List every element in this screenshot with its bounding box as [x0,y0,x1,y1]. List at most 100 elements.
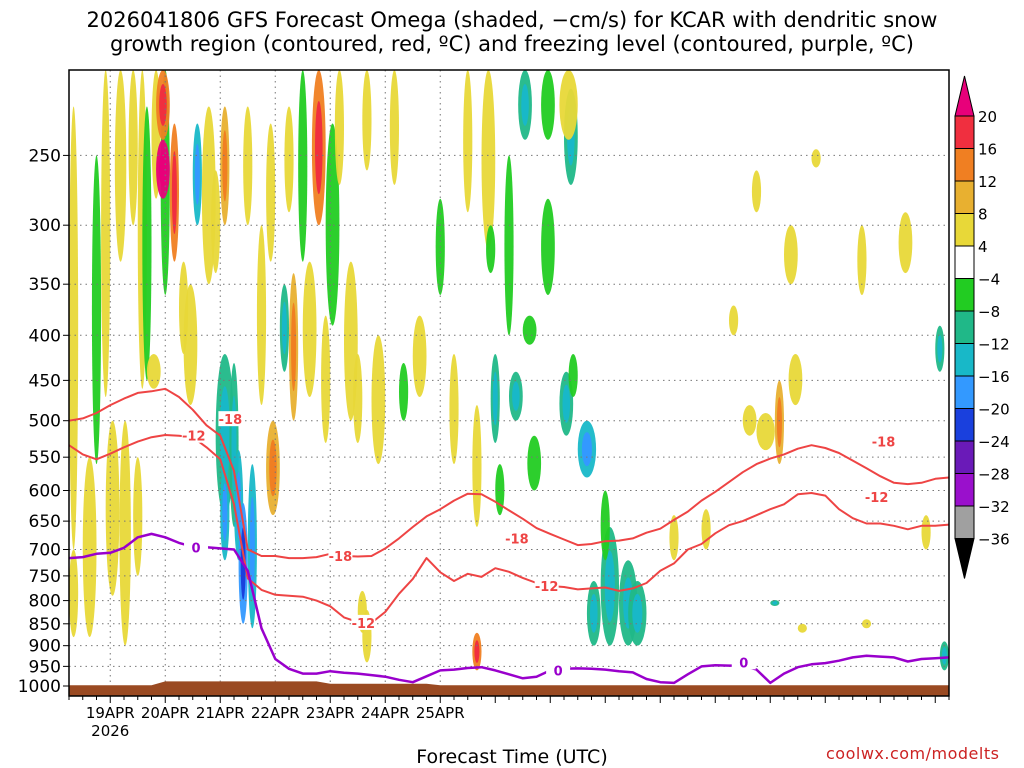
contour-label: 0 [554,664,563,679]
colorbar-swatch [954,375,975,409]
y-tick-label: 750 [29,567,61,587]
omega-cell-core [474,640,480,663]
omega-cell [82,457,97,638]
x-tick-sublabel: 2026 [91,722,129,740]
colorbar-label: −32 [978,498,1010,516]
contour-label-bg [731,654,756,670]
dgz-contour-minus18 [68,387,950,560]
ground-fill [69,681,949,696]
y-tick-label: 950 [29,657,61,677]
y-tick-label: 650 [29,512,61,532]
omega-cell-core [772,601,778,605]
y-tick-label: 900 [29,637,61,657]
colorbar-label: −16 [978,368,1010,386]
contour-label-bg [328,547,353,563]
colorbar-swatch [954,115,975,149]
omega-shading [69,70,950,671]
colorbar-bottom-arrow [954,538,975,579]
y-tick-label: 350 [29,275,61,295]
omega-cell [266,123,276,262]
colorbar-swatch [954,505,975,539]
contour-label: 0 [192,541,201,556]
contour-label: -12 [182,430,206,445]
omega-cell [857,225,867,295]
omega-cell [371,335,386,465]
omega-cell [243,106,253,226]
x-tick-label: 21APR [196,704,245,722]
omega-cell-core [222,483,228,542]
omega-cell [541,198,555,295]
x-tick-label: 25APR [416,704,465,722]
omega-cell [921,515,931,550]
y-tick-label: 600 [29,481,61,501]
omega-cell [105,420,120,596]
x-tick-label: 19APR [86,704,135,722]
x-tick-label: 22APR [251,704,300,722]
x-tick-label: 24APR [361,704,410,722]
y-tick-label: 1000 [18,677,61,697]
omega-cell-core [219,386,230,483]
colorbar-label: −8 [978,303,1000,321]
omega-cell-core [590,593,598,633]
omega-cell-core [222,130,228,202]
contour-label-bg [218,411,243,427]
contour-label-bg [351,614,376,630]
omega-cell [472,405,482,527]
colorbar-label: −28 [978,466,1010,484]
omega-cell [486,225,496,274]
omega-cell [183,284,198,406]
contour-label-bg [546,662,571,678]
y-tick-label: 250 [29,146,61,166]
y-tick-label: 500 [29,412,61,432]
contour-label-bg [864,488,889,504]
omega-cell-core [632,593,643,633]
omega-cell-core [776,397,782,448]
omega-cell-core [937,334,943,363]
omega-cell [481,70,496,250]
y-tick-label: 800 [29,592,61,612]
colorbar-swatch [954,343,975,377]
omega-cell [568,353,578,398]
omega-cell-core [512,381,520,411]
omega-cell [256,225,267,406]
colorbar-swatch [954,473,975,507]
colorbar-swatch [954,213,975,247]
omega-cell [742,405,757,436]
x-axis-label: Forecast Time (UTC) [416,746,608,768]
omega-cell [811,149,821,168]
contour-label: -18 [219,413,243,428]
colorbar-swatch [954,180,975,214]
omega-cell [541,70,555,140]
omega-cell [133,457,143,576]
colorbar-label: −24 [978,433,1010,451]
omega-cell [449,353,459,465]
contour-label-bg [534,577,559,593]
y-tick-label: 850 [29,615,61,635]
omega-cell [128,70,138,226]
chart-title: 2026041806 GFS Forecast Omega (shaded, −… [0,8,1024,56]
colorbar-swatch [954,278,975,312]
omega-cell [600,490,610,561]
omega-cell-core [159,151,167,187]
colorbar-label: 8 [978,206,988,224]
omega-cell-core [315,101,323,195]
credit-link[interactable]: coolwx.com/modelts [826,744,1000,763]
contour-label-bg [184,539,209,555]
colorbar-label: 20 [978,108,997,126]
contour-label-bg [504,530,529,546]
omega-cell-core [171,151,177,235]
omega-cell-core [492,371,498,426]
colorbar-label: −4 [978,271,1000,289]
contour-label: -12 [865,491,889,506]
contour-label: -18 [872,436,896,451]
dgz-contour-minus12 [68,434,950,624]
omega-cell [146,353,161,389]
colorbar-label: 4 [978,238,988,256]
colorbar-swatch [954,245,975,279]
omega-cell [298,70,308,262]
omega-cell [463,70,473,213]
omega-cell [729,305,739,336]
chart-title-line1: 2026041806 GFS Forecast Omega (shaded, −… [86,8,938,32]
